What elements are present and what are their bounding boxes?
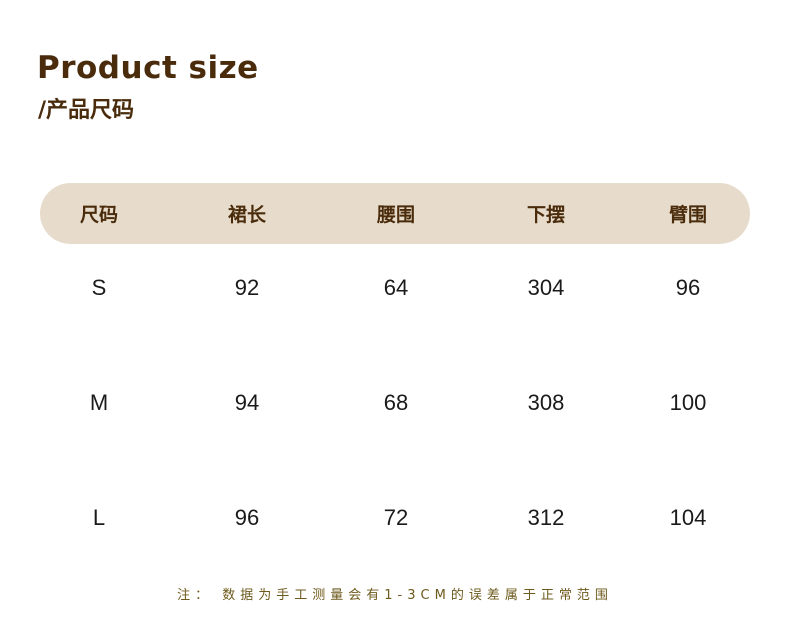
column-header: 裙长 — [227, 204, 266, 226]
table-cell: 96 — [234, 505, 260, 530]
column-header: 尺码 — [79, 204, 118, 226]
table-cell: 64 — [383, 275, 409, 300]
table-cell: 312 — [527, 505, 565, 530]
column-header: 腰围 — [376, 204, 415, 226]
table-cell: L — [92, 505, 106, 530]
table-cell: 104 — [669, 505, 707, 530]
page-subtitle: /产品尺码 — [38, 98, 135, 123]
table-cell: M — [89, 390, 109, 415]
table-cell: 96 — [675, 275, 701, 300]
column-header: 臂围 — [668, 204, 707, 226]
measurement-note: 注： 数据为手工测量会有1-3CM的误差属于正常范围 — [177, 588, 613, 603]
page-title: Product size — [37, 50, 259, 86]
table-cell: 94 — [234, 390, 260, 415]
table-cell: S — [91, 275, 107, 300]
table-cell: 100 — [669, 390, 707, 415]
table-header-bar — [40, 183, 750, 244]
table-cell: 68 — [383, 390, 409, 415]
table-cell: 304 — [527, 275, 565, 300]
table-cell: 72 — [383, 505, 409, 530]
column-header: 下摆 — [526, 204, 565, 226]
table-cell: 308 — [527, 390, 565, 415]
table-cell: 92 — [234, 275, 260, 300]
